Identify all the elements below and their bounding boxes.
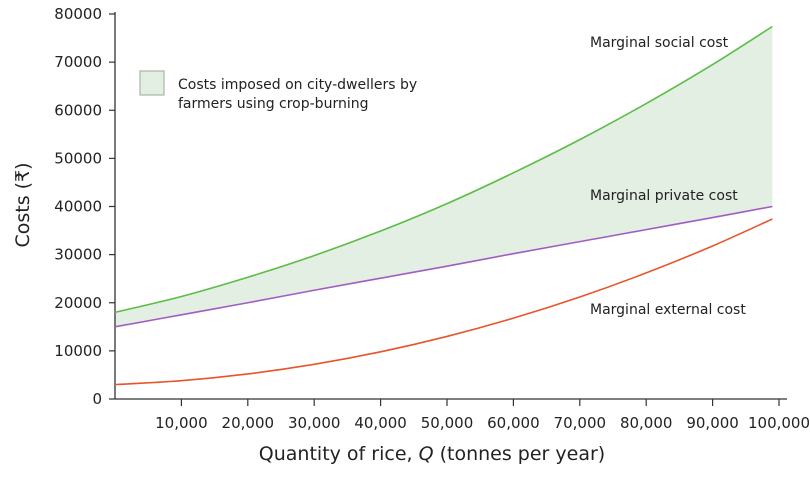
y-tick-label: 20000 bbox=[54, 294, 102, 312]
y-tick-label: 60000 bbox=[54, 101, 102, 119]
y-tick-label: 40000 bbox=[54, 198, 102, 216]
x-tick-label: 100,000 bbox=[748, 414, 810, 432]
label-marginal-private-cost: Marginal private cost bbox=[590, 188, 738, 204]
marginal-external-cost-line bbox=[114, 218, 773, 386]
series-lines bbox=[114, 25, 773, 386]
x-tick-label: 40,000 bbox=[354, 414, 407, 432]
y-tick-label: 70000 bbox=[54, 53, 102, 71]
label-marginal-social-cost: Marginal social cost bbox=[590, 35, 729, 51]
x-tick-label: 30,000 bbox=[288, 414, 341, 432]
shaded-external-cost-area bbox=[115, 26, 773, 327]
y-tick-label: 0 bbox=[92, 390, 102, 408]
x-tick-label: 10,000 bbox=[155, 414, 208, 432]
marginal-private-cost-line bbox=[114, 205, 773, 328]
label-marginal-external-cost: Marginal external cost bbox=[590, 302, 746, 318]
marginal-social-cost-line bbox=[114, 25, 773, 314]
y-tick-label: 30000 bbox=[54, 246, 102, 264]
y-tick-label: 10000 bbox=[54, 342, 102, 360]
y-tick-label: 50000 bbox=[54, 149, 102, 167]
x-tick-label: 80,000 bbox=[620, 414, 673, 432]
y-tick-label: 80000 bbox=[54, 5, 102, 23]
legend-swatch bbox=[139, 70, 165, 96]
y-axis-label: Costs (₹) bbox=[12, 162, 34, 247]
x-tick-label: 90,000 bbox=[686, 414, 739, 432]
axes: 0 10000 20000 30000 40000 50000 60000 70000 8000… bbox=[54, 5, 810, 432]
legend-text-line1: Costs imposed on city-dwellers by bbox=[178, 77, 417, 93]
legend-text-line2: farmers using crop-burning bbox=[178, 96, 368, 112]
x-axis-label: Quantity of rice, Q (tonnes per year) bbox=[259, 443, 605, 465]
x-tick-label: 70,000 bbox=[554, 414, 607, 432]
x-tick-label: 60,000 bbox=[487, 414, 540, 432]
x-tick-label: 50,000 bbox=[421, 414, 474, 432]
x-tick-label: 20,000 bbox=[222, 414, 275, 432]
